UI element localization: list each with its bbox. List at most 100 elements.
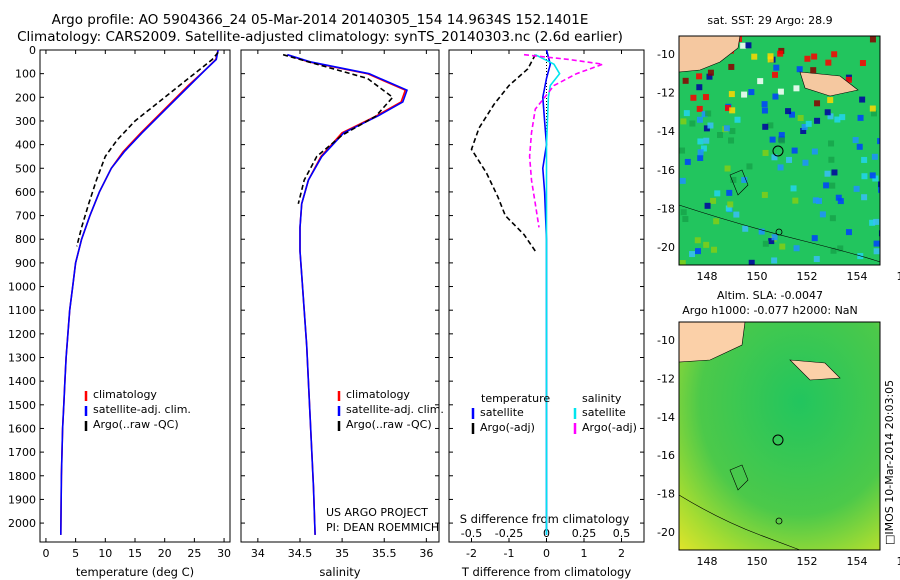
- difference-profile: -2 -1 0 1 2 T difference from climatology -0.5…: [448, 49, 645, 579]
- legend-label: climatology: [346, 388, 410, 401]
- y-tick-label: 1700: [8, 446, 36, 459]
- sst-cell: [777, 50, 784, 57]
- sst-cell: [791, 147, 798, 154]
- map-y-tick-label: -10: [657, 334, 675, 347]
- sst-cell: [703, 241, 710, 248]
- sst-cell: [723, 125, 730, 132]
- sst-cell: [816, 197, 823, 204]
- sst-cell: [745, 42, 752, 49]
- sst-cell: [827, 113, 834, 120]
- map-y-tick-label: -18: [657, 202, 675, 215]
- y-tick-label: 500: [15, 162, 36, 175]
- sst-cell: [779, 243, 786, 250]
- sst-cell: [746, 163, 753, 170]
- land-patch: [789, 359, 841, 381]
- map-y-tick-label: -20: [657, 526, 675, 539]
- sst-cell: [679, 147, 686, 154]
- sst-cell: [706, 73, 713, 80]
- sst-cell: [761, 107, 768, 114]
- sst-cell: [697, 138, 704, 145]
- legend-label: Argo(-adj): [582, 421, 637, 434]
- sst-cell: [837, 245, 844, 252]
- sst-cell: [680, 118, 687, 125]
- sst-cell: [683, 110, 690, 117]
- sst-cell: [771, 154, 778, 161]
- sst-cell: [767, 56, 774, 63]
- sst-cell: [726, 189, 733, 196]
- sst-cell: [728, 63, 735, 70]
- sst-cell: [761, 101, 768, 108]
- sst-cell: [878, 230, 880, 237]
- sst-cell: [800, 127, 807, 134]
- sst-cell: [869, 105, 876, 112]
- sst-map: sat. SST: 29 Argo: 28.9 148 150 152 154 156 -…: [657, 14, 900, 283]
- sst-cell: [742, 225, 749, 232]
- series-line-satellite-adj--clim-: [60, 49, 219, 535]
- map-x-tick-label: 154: [847, 270, 868, 283]
- legend-label: satellite: [480, 406, 524, 419]
- sst-cell: [861, 194, 868, 201]
- sst-cell: [819, 211, 826, 218]
- sst-cell: [689, 120, 696, 127]
- x-tick-label: -2: [466, 547, 477, 560]
- sst-cell: [873, 248, 880, 255]
- sst-cell: [762, 123, 769, 130]
- series-line-argo---raw--qc-: [76, 51, 219, 247]
- sst-cell: [680, 209, 687, 216]
- sst-cell: [762, 240, 769, 247]
- salinity-profile: 34 34.5 35 35.5 36 salinity climatology satelli…: [240, 49, 444, 579]
- sst-cell: [768, 238, 775, 245]
- sst-cell: [861, 173, 868, 180]
- series-line-climatology: [287, 53, 407, 535]
- x-axis-label: T difference from climatology: [461, 565, 632, 579]
- sst-cell: [711, 246, 718, 253]
- legend-label: satellite-adj. clim.: [346, 403, 444, 416]
- sst-cell: [796, 66, 803, 73]
- sst-cell: [689, 251, 696, 258]
- figure-title-line2: Climatology: CARS2009. Satellite-adjuste…: [17, 29, 623, 45]
- y-tick-label: 1600: [8, 422, 36, 435]
- sst-cell: [845, 229, 852, 236]
- sla-map: Altim. SLA: -0.0047 Argo h1000: -0.077 h…: [657, 289, 900, 568]
- top-axis-label: S difference from climatology: [460, 512, 630, 526]
- legend-title: salinity: [582, 392, 622, 405]
- x-tick-label: 0: [42, 547, 49, 560]
- top-tick-label: 0.25: [572, 527, 597, 540]
- map-y-tick-label: -16: [657, 449, 675, 462]
- sst-cell: [751, 53, 758, 60]
- sst-cell: [831, 51, 838, 58]
- x-tick-label: 0: [543, 547, 550, 560]
- sst-cell: [697, 154, 704, 161]
- legend-label: Argo(..raw -QC): [93, 418, 179, 431]
- land-patch: [799, 71, 859, 97]
- sst-cell: [831, 169, 838, 176]
- sst-cell: [824, 109, 831, 116]
- sst-cell: [778, 132, 785, 139]
- map-x-tick-label: 150: [747, 555, 768, 568]
- sst-cell: [729, 128, 736, 135]
- imos-watermark: □IMOS 10-Mar-2014 20:03:05: [883, 380, 896, 545]
- sst-cell: [710, 197, 717, 204]
- sst-cell: [834, 116, 841, 123]
- annotation: US ARGO PROJECT: [326, 506, 428, 519]
- sst-cell: [835, 194, 842, 201]
- series-line-s-argo--adj-: [523, 53, 604, 228]
- sst-cell: [704, 202, 711, 209]
- sst-cell: [696, 73, 703, 80]
- sst-cell: [733, 211, 740, 218]
- map-x-tick-label: 156: [897, 555, 900, 568]
- temperature-profile: 0 5 10 15 20 25 30 temperature (deg C) 0 100 200 30…: [8, 44, 231, 579]
- sst-cell: [705, 110, 712, 117]
- map-y-tick-label: -12: [657, 372, 675, 385]
- sst-cell: [734, 116, 741, 123]
- sst-cell: [772, 93, 779, 100]
- sst-cell: [793, 245, 800, 252]
- x-axis-label: salinity: [319, 565, 360, 579]
- sst-cell: [859, 96, 866, 103]
- x-tick-label: 36: [419, 547, 433, 560]
- map-y-tick-label: -10: [657, 48, 675, 61]
- sst-cell: [684, 158, 691, 165]
- sst-cell: [748, 259, 755, 265]
- sst-cell: [869, 219, 876, 226]
- y-tick-label: 900: [15, 257, 36, 270]
